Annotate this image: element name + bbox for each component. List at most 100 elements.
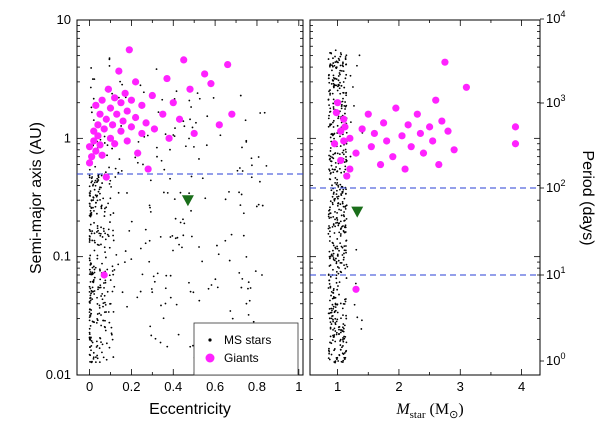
ms-star-point	[336, 247, 339, 250]
giant-point	[123, 107, 131, 115]
ms-star-point	[336, 196, 338, 198]
ms-star-point	[169, 274, 172, 277]
giant-point	[389, 153, 397, 161]
ms-star-point	[342, 70, 345, 73]
ms-star-point	[335, 260, 338, 263]
ms-star-point	[329, 107, 332, 110]
ms-star-point	[331, 121, 334, 124]
ms-star-point	[198, 246, 200, 248]
ms-star-point	[173, 198, 176, 201]
ms-star-point	[261, 204, 264, 207]
ms-star-point	[257, 203, 260, 206]
ms-star-point	[333, 77, 336, 80]
ms-star-point	[92, 279, 95, 281]
giant-point	[346, 134, 354, 142]
ms-star-point	[224, 198, 227, 201]
ms-star-point	[329, 51, 332, 54]
ms-star-point	[342, 91, 345, 94]
ms-star-point	[249, 287, 252, 289]
ms-star-point	[108, 246, 111, 249]
ms-star-point	[89, 86, 92, 89]
giant-point	[341, 123, 349, 131]
ms-star-point	[238, 271, 241, 274]
ms-star-point	[99, 198, 101, 201]
ms-star-point	[259, 180, 261, 183]
ms-star-point	[342, 345, 344, 347]
ms-star-point	[334, 61, 337, 64]
ms-star-point	[102, 227, 105, 230]
ms-star-point	[198, 97, 201, 100]
ms-star-point	[190, 209, 192, 212]
giant-point	[165, 134, 173, 142]
ms-star-point	[108, 57, 111, 60]
ms-star-point	[109, 221, 111, 223]
ms-star-point	[339, 338, 342, 341]
ms-star-point	[104, 326, 107, 329]
ms-star-point	[345, 155, 347, 158]
ms-star-point	[344, 165, 347, 168]
ms-star-point	[339, 64, 342, 67]
ms-star-point	[332, 57, 334, 60]
ms-star-point	[109, 214, 112, 216]
ms-star-point	[339, 145, 342, 147]
ms-star-point	[339, 348, 342, 351]
ms-star-point	[106, 144, 109, 147]
ms-star-point	[339, 331, 342, 334]
ms-star-point	[144, 242, 147, 245]
giant-point	[108, 121, 117, 129]
ms-star-point	[337, 195, 340, 198]
ms-star-point	[148, 204, 151, 207]
ms-star-point	[150, 288, 153, 290]
ms-star-point	[336, 89, 339, 92]
ms-star-point	[111, 147, 114, 150]
giant-point	[113, 110, 121, 118]
ms-star-point	[337, 285, 339, 287]
ms-star-point	[339, 92, 342, 95]
y2-tick-base: 10	[546, 267, 560, 282]
ms-star-point	[337, 61, 339, 64]
ms-star-point	[107, 228, 110, 231]
ms-star-point	[331, 132, 333, 135]
ms-star-point	[155, 146, 158, 149]
ms-star-point	[188, 137, 190, 140]
giant-point	[85, 159, 94, 167]
ms-star-point	[99, 284, 102, 287]
ms-star-point	[257, 156, 260, 158]
ms-star-point	[329, 299, 331, 302]
ms-star-point	[334, 152, 337, 154]
ms-star-point	[329, 136, 332, 139]
ms-star-point	[328, 350, 331, 353]
ms-star-point	[327, 125, 330, 128]
ms-star-point	[96, 303, 99, 305]
ms-star-point	[333, 335, 335, 338]
ms-star-point	[89, 314, 91, 317]
ms-star-point	[94, 266, 97, 269]
ms-star-point	[334, 210, 336, 213]
ms-star-point	[332, 98, 335, 101]
ms-star-point	[330, 353, 333, 356]
ms-star-point	[353, 105, 355, 107]
ms-star-point	[329, 275, 332, 278]
x-tick-label: 0.8	[248, 379, 266, 394]
giant-point	[90, 137, 98, 145]
ms-star-point	[336, 311, 339, 314]
ms-star-point	[329, 147, 332, 149]
ms-star-point	[340, 171, 343, 174]
giant-point	[398, 132, 406, 140]
ms-star-point	[342, 62, 344, 65]
ms-star-point	[328, 257, 331, 260]
ms-star-point	[332, 153, 335, 156]
ms-star-point	[332, 108, 335, 110]
ms-star-point	[342, 149, 345, 152]
ms-star-point	[189, 290, 192, 293]
giant-point	[134, 149, 142, 157]
ms-star-point	[336, 170, 339, 173]
ms-star-point	[89, 294, 92, 297]
ms-star-point	[331, 92, 334, 95]
ms-star-point	[137, 140, 140, 143]
ms-star-point	[344, 112, 346, 115]
ms-star-point	[344, 148, 347, 151]
ms-star-point	[155, 68, 158, 71]
ms-star-point	[248, 299, 251, 302]
ms-star-point	[338, 293, 340, 296]
